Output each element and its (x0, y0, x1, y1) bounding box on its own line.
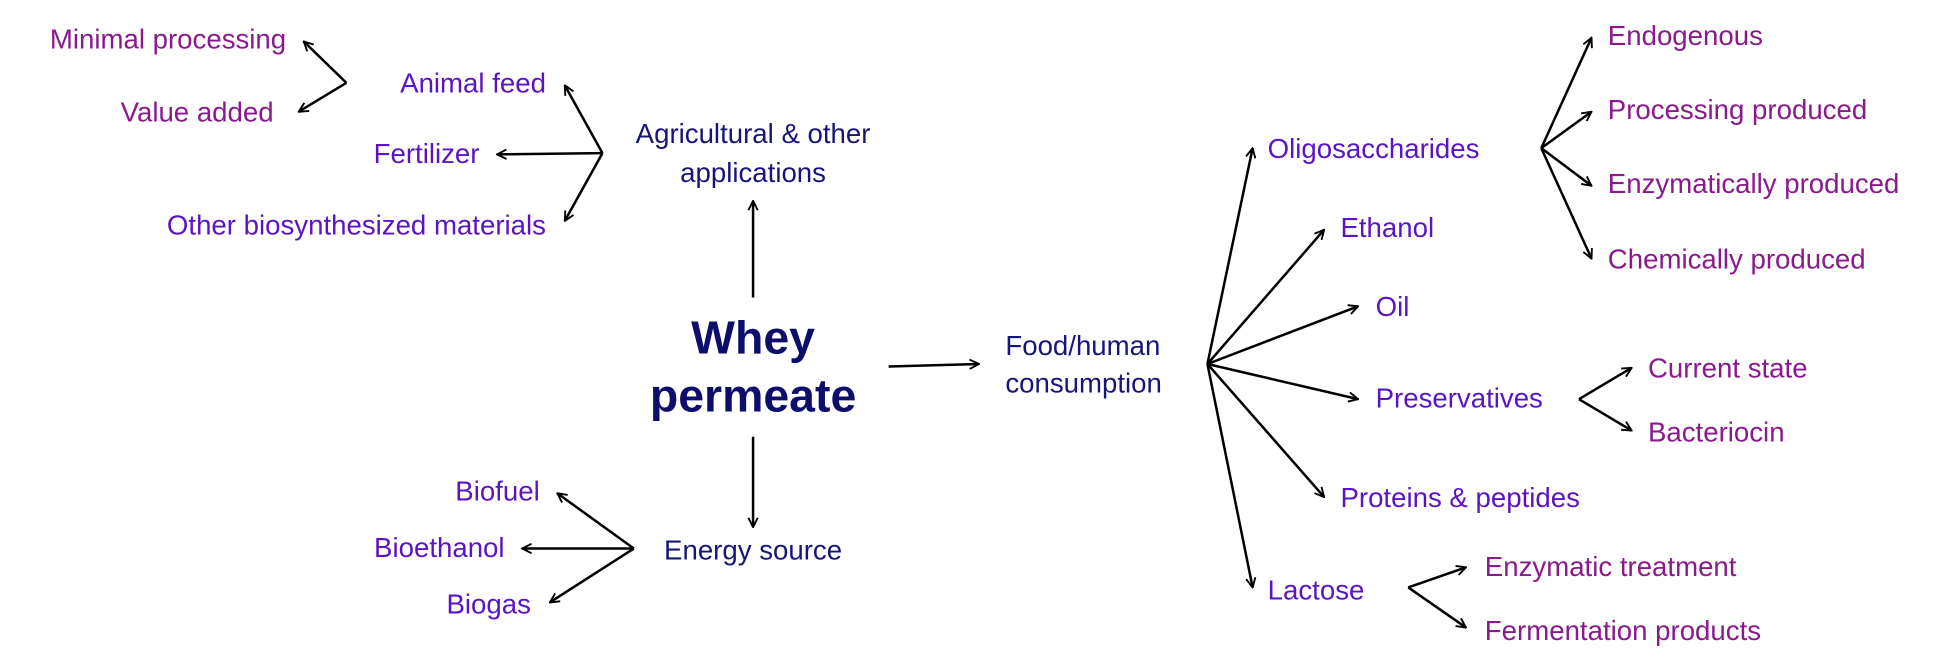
node-label: Bioethanol (374, 532, 504, 563)
root-label: permeate (650, 369, 856, 421)
leaf-label: Fermentation products (1485, 615, 1761, 646)
arrow (1407, 567, 1466, 589)
leaf-label: Enzymatic treatment (1485, 551, 1737, 582)
leaf-label: Enzymatically produced (1608, 168, 1900, 199)
node-label: Oligosaccharides (1268, 133, 1480, 164)
arrow (563, 152, 604, 221)
leaf-label: Value added (121, 97, 274, 128)
branch-label: applications (680, 157, 826, 188)
node-label: Oil (1376, 291, 1410, 322)
branch-label: Food/human (1005, 330, 1160, 361)
arrow (1206, 148, 1252, 365)
leaf-label: Bacteriocin (1648, 417, 1785, 448)
arrow (1540, 112, 1591, 150)
arrow (888, 364, 979, 367)
arrow (1578, 398, 1632, 432)
leaf-label: Processing produced (1608, 94, 1867, 125)
node-label: Biogas (446, 589, 530, 620)
node-label: Lactose (1268, 575, 1365, 606)
arrow (299, 81, 348, 112)
arrow (563, 85, 604, 154)
arrow (1540, 147, 1591, 258)
arrow (1578, 366, 1632, 401)
arrow (1207, 362, 1358, 399)
leaf-label: Current state (1648, 353, 1808, 384)
arrow (1206, 306, 1358, 366)
arrow (1206, 363, 1324, 497)
arrows (299, 38, 1632, 628)
node-label: Fertilizer (374, 138, 480, 169)
leaf-label: Endogenous (1608, 20, 1763, 51)
node-label: Proteins & peptides (1340, 482, 1579, 513)
arrow (1206, 363, 1252, 587)
arrow (1540, 147, 1591, 186)
arrow (497, 153, 603, 154)
node-label: Other biosynthesized materials (167, 209, 546, 240)
node-label: Animal feed (400, 68, 546, 99)
arrow (1540, 38, 1591, 149)
node-label: Biofuel (455, 476, 539, 507)
node-label: Ethanol (1340, 212, 1434, 243)
leaf-label: Chemically produced (1608, 243, 1866, 274)
arrow (304, 41, 348, 84)
branch-label: Agricultural & other (636, 118, 871, 149)
branch-label: consumption (1005, 368, 1162, 399)
root-label: Whey (691, 312, 815, 364)
node-label: Preservatives (1376, 383, 1543, 414)
arrow (550, 547, 635, 603)
leaf-label: Minimal processing (50, 24, 286, 55)
arrow (557, 493, 635, 550)
branch-label: Energy source (664, 535, 842, 566)
arrow (1206, 230, 1324, 365)
arrow (1407, 586, 1466, 627)
